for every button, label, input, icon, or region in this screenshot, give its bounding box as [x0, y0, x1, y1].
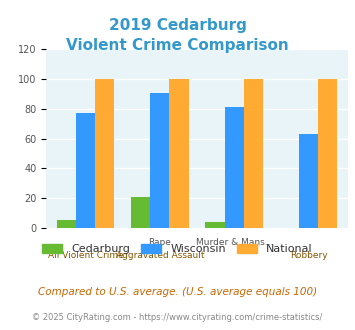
Text: Aggravated Assault: Aggravated Assault [116, 251, 204, 260]
Text: All Violent Crime: All Violent Crime [48, 251, 124, 260]
Text: Rape: Rape [148, 238, 171, 247]
Bar [169, 79, 189, 228]
Bar [244, 79, 263, 228]
Legend: Cedarburg, Wisconsin, National: Cedarburg, Wisconsin, National [38, 239, 317, 258]
Bar [57, 220, 76, 228]
Text: Murder & Mans...: Murder & Mans... [196, 238, 273, 247]
Bar [299, 134, 318, 228]
Bar [150, 92, 169, 228]
Bar [225, 107, 244, 228]
Text: Robbery: Robbery [290, 251, 327, 260]
Bar [76, 113, 95, 228]
Bar [318, 79, 337, 228]
Text: © 2025 CityRating.com - https://www.cityrating.com/crime-statistics/: © 2025 CityRating.com - https://www.city… [32, 313, 323, 322]
Bar [95, 79, 114, 228]
Text: Violent Crime Comparison: Violent Crime Comparison [66, 38, 289, 53]
Text: 2019 Cedarburg: 2019 Cedarburg [109, 18, 246, 33]
Bar [205, 222, 225, 228]
Text: Compared to U.S. average. (U.S. average equals 100): Compared to U.S. average. (U.S. average … [38, 287, 317, 297]
Bar [131, 196, 150, 228]
